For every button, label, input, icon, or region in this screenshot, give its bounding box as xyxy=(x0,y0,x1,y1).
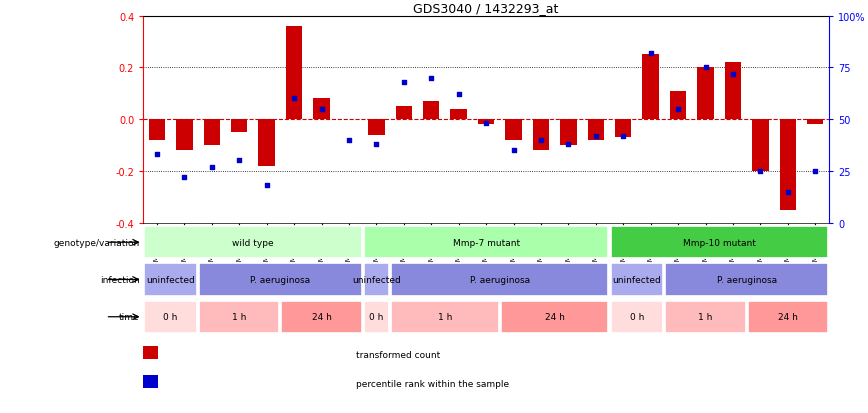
Bar xyxy=(143,375,158,388)
Text: P. aeruginosa: P. aeruginosa xyxy=(470,275,529,284)
Bar xyxy=(143,346,158,359)
Point xyxy=(644,50,658,57)
FancyBboxPatch shape xyxy=(391,301,499,333)
Bar xyxy=(615,120,631,138)
Text: time: time xyxy=(119,313,140,321)
FancyBboxPatch shape xyxy=(364,301,389,333)
Text: percentile rank within the sample: percentile rank within the sample xyxy=(356,379,509,388)
Text: wild type: wild type xyxy=(232,238,273,247)
Point xyxy=(233,158,247,164)
Bar xyxy=(642,55,659,120)
FancyBboxPatch shape xyxy=(666,301,746,333)
Point xyxy=(424,75,438,82)
Bar xyxy=(560,120,576,146)
Text: Mmp-10 mutant: Mmp-10 mutant xyxy=(683,238,756,247)
Text: 1 h: 1 h xyxy=(699,313,713,321)
Point xyxy=(507,147,521,154)
Point xyxy=(616,133,630,140)
Bar xyxy=(204,120,220,146)
Point xyxy=(589,133,602,140)
Bar xyxy=(697,68,713,120)
Point xyxy=(260,183,273,189)
Point xyxy=(753,168,767,175)
Bar xyxy=(588,120,604,140)
FancyBboxPatch shape xyxy=(610,301,663,333)
Text: infection: infection xyxy=(100,275,140,284)
Text: 24 h: 24 h xyxy=(545,313,564,321)
Bar xyxy=(423,102,439,120)
FancyBboxPatch shape xyxy=(199,263,362,296)
Point xyxy=(726,71,740,78)
Point xyxy=(699,65,713,71)
Bar xyxy=(286,27,302,120)
Point xyxy=(177,174,191,181)
Title: GDS3040 / 1432293_at: GDS3040 / 1432293_at xyxy=(413,2,559,15)
Bar xyxy=(259,120,275,166)
Point xyxy=(287,96,301,102)
Bar xyxy=(753,120,768,171)
Bar xyxy=(779,120,796,210)
Text: P. aeruginosa: P. aeruginosa xyxy=(250,275,311,284)
Text: 24 h: 24 h xyxy=(778,313,798,321)
Text: 0 h: 0 h xyxy=(630,313,644,321)
Text: transformed count: transformed count xyxy=(356,350,440,359)
FancyBboxPatch shape xyxy=(666,263,828,296)
FancyBboxPatch shape xyxy=(144,263,197,296)
Text: uninfected: uninfected xyxy=(147,275,195,284)
FancyBboxPatch shape xyxy=(144,301,197,333)
Point xyxy=(370,141,384,148)
Text: 1 h: 1 h xyxy=(437,313,452,321)
FancyBboxPatch shape xyxy=(747,301,828,333)
Point xyxy=(342,137,356,144)
Point xyxy=(205,164,219,171)
Bar xyxy=(807,120,824,125)
Text: P. aeruginosa: P. aeruginosa xyxy=(717,275,777,284)
Text: 0 h: 0 h xyxy=(369,313,384,321)
Text: uninfected: uninfected xyxy=(352,275,401,284)
FancyBboxPatch shape xyxy=(364,226,608,259)
Point xyxy=(451,92,465,98)
FancyBboxPatch shape xyxy=(144,226,362,259)
Bar xyxy=(176,120,193,151)
Bar xyxy=(533,120,549,151)
Bar xyxy=(313,99,330,120)
Point xyxy=(781,189,795,195)
Bar xyxy=(396,107,412,120)
Point xyxy=(150,152,164,158)
Bar xyxy=(725,63,741,120)
Bar xyxy=(505,120,522,140)
FancyBboxPatch shape xyxy=(391,263,608,296)
FancyBboxPatch shape xyxy=(610,226,828,259)
FancyBboxPatch shape xyxy=(610,263,663,296)
Point xyxy=(562,141,575,148)
FancyBboxPatch shape xyxy=(501,301,608,333)
Text: 0 h: 0 h xyxy=(163,313,178,321)
Text: uninfected: uninfected xyxy=(613,275,661,284)
Bar xyxy=(670,91,687,120)
FancyBboxPatch shape xyxy=(281,301,362,333)
Point xyxy=(534,137,548,144)
Text: 1 h: 1 h xyxy=(232,313,247,321)
Point xyxy=(397,79,411,86)
FancyBboxPatch shape xyxy=(364,263,389,296)
Bar xyxy=(478,120,494,125)
Bar xyxy=(450,109,467,120)
Point xyxy=(671,106,685,113)
Bar xyxy=(368,120,385,135)
Point xyxy=(314,106,328,113)
Point xyxy=(808,168,822,175)
Text: genotype/variation: genotype/variation xyxy=(54,238,140,247)
Text: Mmp-7 mutant: Mmp-7 mutant xyxy=(452,238,520,247)
FancyBboxPatch shape xyxy=(199,301,279,333)
Point xyxy=(479,121,493,127)
Bar xyxy=(231,120,247,133)
Bar xyxy=(148,120,165,140)
Text: 24 h: 24 h xyxy=(312,313,332,321)
